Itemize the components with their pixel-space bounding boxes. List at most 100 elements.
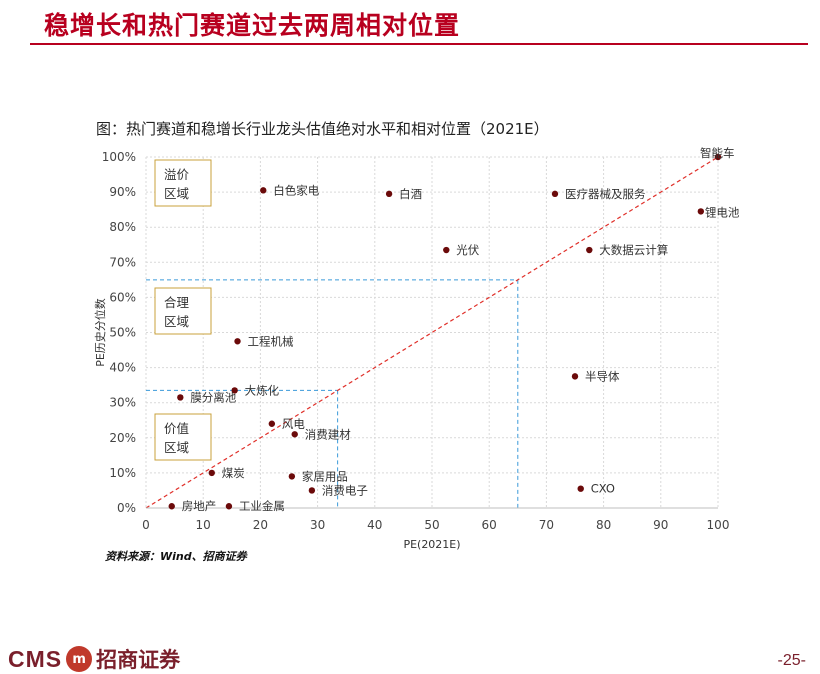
point-marker xyxy=(208,469,215,477)
point-marker xyxy=(231,387,238,394)
brand-logo: CMS m 招商证券 xyxy=(8,644,180,674)
axes: 0% 10% 20% 30% 40% 50% 60% 70% 80% 90% 100% 0 10 20 30… xyxy=(102,150,730,532)
point-marker xyxy=(234,338,241,345)
x-tick-label: 10 xyxy=(196,518,211,532)
data-point: 医疗器械及服务 xyxy=(551,187,646,201)
point-label: 煤炭 xyxy=(222,466,245,480)
point-label: 消费建材 xyxy=(305,427,351,441)
data-point: 风电 xyxy=(268,417,305,431)
point-marker xyxy=(586,246,593,254)
source-note: 资料来源：Wind、招商证券 xyxy=(105,550,247,563)
region-label-line1: 溢价 xyxy=(164,167,190,182)
point-marker xyxy=(697,208,705,215)
region-box-border xyxy=(154,413,212,461)
y-tick-label: 10% xyxy=(109,466,136,480)
region-label-line2: 区域 xyxy=(164,314,189,329)
data-point: 半导体 xyxy=(571,369,620,383)
point-marker xyxy=(571,373,579,380)
point-marker xyxy=(288,473,296,480)
data-point: 智能车 xyxy=(700,146,735,161)
logo-name: 招商证券 xyxy=(96,648,181,672)
data-point: 消费建材 xyxy=(291,427,351,441)
x-tick-label: 80 xyxy=(596,518,611,532)
y-tick-label: 80% xyxy=(109,220,136,234)
point-label: 白色家电 xyxy=(273,183,319,197)
point-marker xyxy=(177,394,184,401)
point-label: 房地产 xyxy=(182,499,217,513)
y-tick-label: 40% xyxy=(109,361,136,375)
point-marker xyxy=(385,190,393,198)
region-label-line2: 区域 xyxy=(164,186,189,201)
region-label-line2: 区域 xyxy=(164,440,189,455)
data-point: 大炼化 xyxy=(231,383,280,397)
region-box-border xyxy=(154,159,212,207)
data-point: CXO xyxy=(577,482,615,496)
data-point: 工程机械 xyxy=(234,334,294,348)
x-tick-label: 30 xyxy=(310,518,325,532)
x-axis-label: PE(2021E) xyxy=(403,538,460,551)
page-title: 稳增长和热门赛道过去两周相对位置 xyxy=(44,11,461,40)
data-point: 房地产 xyxy=(168,499,217,513)
y-tick-label: 0% xyxy=(117,501,136,515)
y-tick-label: 20% xyxy=(109,431,136,445)
point-label: 锂电池 xyxy=(705,205,740,219)
y-tick-label: 60% xyxy=(109,290,136,304)
point-label: 大数据云计算 xyxy=(599,243,668,257)
data-point: 消费电子 xyxy=(308,483,368,497)
x-tick-label: 60 xyxy=(482,518,497,532)
point-label: 大炼化 xyxy=(245,383,280,397)
point-label: 光伏 xyxy=(456,243,479,257)
point-label: 智能车 xyxy=(700,146,735,160)
point-label: 膜分离池 xyxy=(190,390,236,404)
point-label: 风电 xyxy=(282,417,305,431)
point-marker xyxy=(291,431,298,438)
title-divider xyxy=(30,43,808,45)
y-tick-label: 50% xyxy=(109,326,136,340)
x-tick-label: 20 xyxy=(253,518,268,532)
point-marker xyxy=(577,485,584,492)
x-tick-label: 50 xyxy=(424,518,439,532)
x-tick-label: 70 xyxy=(539,518,554,532)
data-point: 白酒 xyxy=(385,187,422,201)
point-label: 工程机械 xyxy=(248,334,294,348)
point-label: CXO xyxy=(591,482,615,496)
x-tick-label: 0 xyxy=(142,518,150,532)
data-point: 煤炭 xyxy=(208,466,245,480)
point-marker xyxy=(551,190,559,198)
region-label-line1: 价值 xyxy=(164,421,189,436)
page-number: -25- xyxy=(777,652,806,669)
x-tick-label: 100 xyxy=(707,518,730,532)
y-axis-label: PE历史分位数 xyxy=(93,298,107,367)
point-marker xyxy=(268,420,276,427)
data-point: 大数据云计算 xyxy=(586,243,668,257)
data-point: 锂电池 xyxy=(697,205,740,219)
point-marker xyxy=(168,503,175,510)
logo-text: CMS xyxy=(8,645,63,672)
data-point: 光伏 xyxy=(443,243,480,257)
point-marker xyxy=(443,246,450,254)
logo-emblem-icon: m xyxy=(66,646,93,672)
data-point: 家居用品 xyxy=(288,469,348,483)
data-point: 膜分离池 xyxy=(177,390,237,404)
region-box-border xyxy=(154,287,212,335)
point-marker xyxy=(225,503,233,510)
point-label: 家居用品 xyxy=(302,469,348,483)
guide-lines xyxy=(146,279,519,508)
y-tick-label: 100% xyxy=(102,150,136,164)
region-label-line1: 合理 xyxy=(164,295,190,310)
point-label: 半导体 xyxy=(585,369,620,383)
point-label: 消费电子 xyxy=(322,483,368,497)
data-point: 白色家电 xyxy=(260,183,320,197)
y-tick-label: 30% xyxy=(109,396,136,410)
point-marker xyxy=(714,153,722,161)
point-label: 白酒 xyxy=(399,187,422,201)
chart-title: 图：热门赛道和稳增长行业龙头估值绝对水平和相对位置（2021E） xyxy=(96,120,549,138)
y-tick-label: 90% xyxy=(109,185,136,199)
x-tick-label: 40 xyxy=(367,518,382,532)
